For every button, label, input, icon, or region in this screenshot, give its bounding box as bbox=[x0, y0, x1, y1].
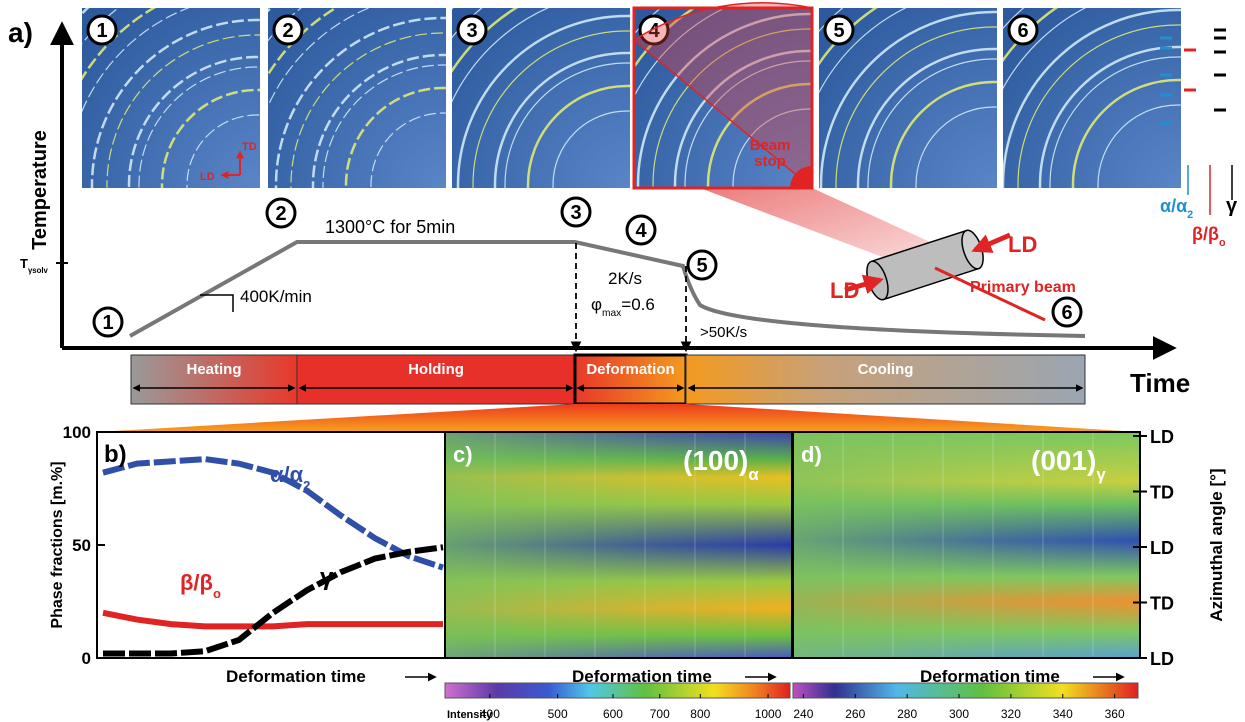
colorbar-tick-label: 280 bbox=[897, 707, 917, 721]
plane-label-m: (100) bbox=[683, 445, 748, 476]
az-tick-label: LD bbox=[1150, 538, 1174, 558]
colorbar bbox=[793, 683, 1138, 698]
colorbar-tick-label: 320 bbox=[1001, 707, 1021, 721]
strain: φmax=0.6 bbox=[591, 295, 655, 319]
az-tick-label: TD bbox=[1150, 483, 1174, 503]
t-solv-m: T bbox=[20, 256, 28, 271]
y-axis-label: Temperature bbox=[29, 130, 51, 250]
phase-label-m: α/α bbox=[1160, 196, 1187, 216]
series-sub: 2 bbox=[303, 478, 310, 493]
colorbar-tick-label: 1000 bbox=[755, 707, 782, 721]
hold-label: 1300°C for 5min bbox=[325, 217, 455, 237]
colorbar-tick-label: 240 bbox=[793, 707, 813, 721]
phase-label-m: γ bbox=[1226, 195, 1238, 217]
stage-number: 2 bbox=[275, 203, 286, 225]
colorbar-tick-label: 340 bbox=[1053, 707, 1073, 721]
slope-triangle bbox=[200, 295, 233, 312]
cool-rate: >50K/s bbox=[700, 324, 747, 341]
stage-label: Cooling bbox=[858, 361, 914, 378]
series-name: γ bbox=[320, 564, 334, 591]
stage-number: 5 bbox=[696, 255, 707, 277]
phase-label-sub: 2 bbox=[1187, 209, 1193, 221]
x-axis-label: Deformation time bbox=[226, 667, 366, 686]
series-sub: o bbox=[213, 586, 221, 601]
def-rate: 2K/s bbox=[608, 269, 642, 288]
panel-label: a) bbox=[8, 17, 33, 48]
colorbar-tick-label: 800 bbox=[690, 707, 710, 721]
strain-m: φ bbox=[591, 295, 602, 314]
colorbar-tick-label: 300 bbox=[949, 707, 969, 721]
stage-number: 3 bbox=[570, 202, 581, 224]
stage-label: Deformation bbox=[586, 361, 674, 378]
az-tick-label: LD bbox=[1150, 427, 1174, 447]
series-label: γ bbox=[320, 564, 334, 591]
phase-label: γ bbox=[1226, 195, 1238, 217]
figure: 123456BeamstopTDLDα/α2β/βoγa)Temperature… bbox=[0, 0, 1245, 722]
stage-number: 6 bbox=[1017, 20, 1028, 42]
colorbar-tick-label: 260 bbox=[845, 707, 865, 721]
series-name: β/β bbox=[180, 570, 213, 595]
stage-number: 1 bbox=[102, 312, 113, 334]
stage-label: Holding bbox=[408, 361, 464, 378]
ld-label: LD bbox=[200, 171, 215, 183]
t-solv: Tγsolv bbox=[20, 256, 49, 275]
primary-beam-label: Primary beam bbox=[970, 279, 1076, 296]
panel-label: c) bbox=[453, 442, 473, 467]
t-solv-sub: γsolv bbox=[28, 266, 49, 275]
phase-label: α/α2 bbox=[1160, 196, 1193, 221]
ld-label: LD bbox=[830, 278, 859, 303]
phase-label: β/βo bbox=[1192, 224, 1226, 249]
colorbar-tick-label: 360 bbox=[1105, 707, 1125, 721]
panel-label: b) bbox=[104, 441, 127, 468]
series-name: α/α bbox=[270, 462, 304, 487]
plane-label-sub: γ bbox=[1096, 465, 1106, 484]
stage-number: 5 bbox=[833, 20, 844, 42]
stage-label: Heating bbox=[186, 361, 241, 378]
stage-number: 6 bbox=[1061, 302, 1072, 324]
beam-stop-label: stop bbox=[754, 153, 786, 170]
phase-label-m: β/β bbox=[1192, 224, 1219, 244]
strain-r: =0.6 bbox=[621, 295, 655, 314]
y-tick-label: 100 bbox=[63, 423, 91, 442]
beam-stop-label: Beam bbox=[750, 137, 791, 154]
y-tick-label: 50 bbox=[72, 536, 91, 555]
panel-label: d) bbox=[801, 442, 822, 467]
ld-label: LD bbox=[1008, 232, 1037, 257]
az-axis-label: Azimuthal angle [°] bbox=[1207, 468, 1226, 621]
td-label: TD bbox=[242, 141, 257, 153]
colorbar-label: Intensity bbox=[447, 709, 493, 721]
stage-number: 1 bbox=[96, 20, 107, 42]
x-axis-label: Time bbox=[1130, 368, 1190, 398]
stage-number: 2 bbox=[282, 20, 293, 42]
stage-number: 4 bbox=[635, 220, 647, 242]
phase-label-sub: o bbox=[1219, 237, 1226, 249]
plane-label-m: (001) bbox=[1031, 445, 1096, 476]
strain-sub: max bbox=[602, 308, 621, 319]
colorbar-tick-label: 700 bbox=[650, 707, 670, 721]
zoom-wedge bbox=[97, 404, 1140, 432]
plane-label-sub: α bbox=[748, 465, 759, 484]
colorbar-tick-label: 500 bbox=[548, 707, 568, 721]
az-tick-label: TD bbox=[1150, 594, 1174, 614]
stage-number: 3 bbox=[466, 20, 477, 42]
heat-rate: 400K/min bbox=[240, 287, 312, 306]
y-axis-label: Phase fractions [m.%] bbox=[49, 461, 66, 628]
y-tick-label: 0 bbox=[82, 649, 91, 668]
colorbar-tick-label: 600 bbox=[603, 707, 623, 721]
az-tick-label: LD bbox=[1150, 649, 1174, 669]
colorbar bbox=[445, 683, 790, 698]
